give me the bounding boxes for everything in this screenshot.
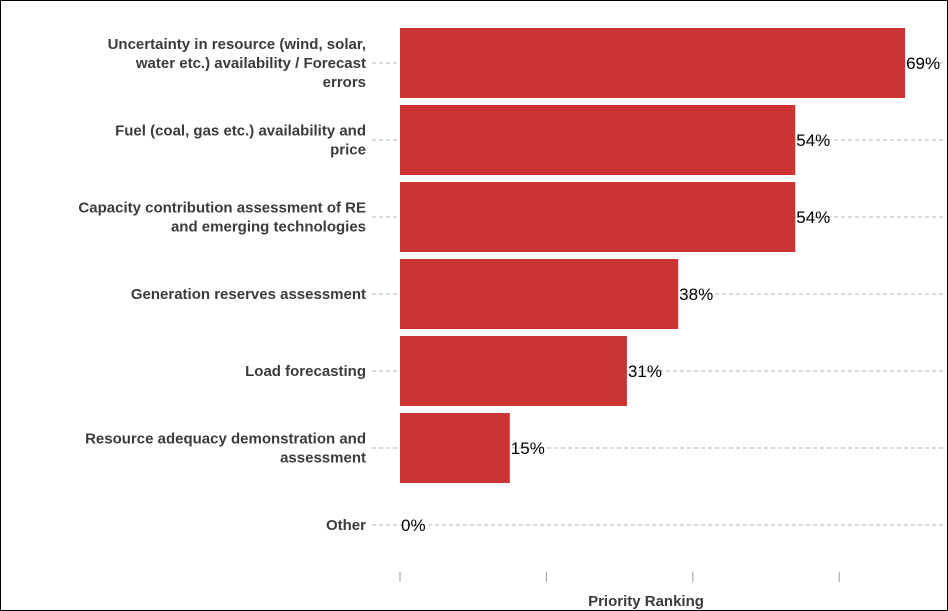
category-label-line: assessment	[280, 450, 366, 467]
category-label-line: Load forecasting	[245, 363, 366, 380]
category-label-line: water etc.) availability / Forecast	[135, 55, 366, 72]
category-label-line: Other	[326, 517, 366, 534]
category-label-line: Capacity contribution assessment of RE	[78, 200, 366, 217]
value-label: 69%	[906, 54, 940, 73]
x-axis-ticks	[399, 572, 840, 582]
bar	[400, 259, 679, 329]
category-label-line: Generation reserves assessment	[131, 286, 366, 303]
category-label: Generation reserves assessment	[131, 286, 366, 303]
value-label: 31%	[628, 362, 662, 381]
value-label: 0%	[401, 516, 426, 535]
category-label: Resource adequacy demonstration and asses…	[85, 431, 366, 467]
category-label-line: Resource adequacy demonstration and	[85, 431, 366, 448]
category-labels: Uncertainty in resource (wind, solar, wat…	[78, 36, 366, 534]
category-label: Capacity contribution assessment of RE an…	[78, 200, 366, 236]
category-label: Fuel (coal, gas etc.) availability and pr…	[115, 123, 366, 159]
bar	[400, 182, 796, 252]
category-label-line: price	[330, 142, 366, 159]
category-label-line: Fuel (coal, gas etc.) availability and	[115, 123, 366, 140]
value-label: 15%	[511, 439, 545, 458]
bar	[400, 413, 510, 483]
category-label-line: errors	[323, 74, 366, 91]
value-label: 54%	[796, 208, 830, 227]
category-label: Other	[326, 517, 366, 534]
value-label: 38%	[679, 285, 713, 304]
value-label: 54%	[796, 131, 830, 150]
bar	[400, 336, 627, 406]
category-label-line: and emerging technologies	[171, 219, 366, 236]
bar	[400, 105, 796, 175]
category-label: Load forecasting	[245, 363, 366, 380]
x-axis-title: Priority Ranking	[588, 593, 704, 610]
value-labels: 69% 54% 54% 38% 31% 15% 0%	[401, 54, 940, 535]
bar	[400, 28, 906, 98]
bars	[400, 28, 906, 483]
category-label: Uncertainty in resource (wind, solar, wat…	[108, 36, 366, 91]
category-label-line: Uncertainty in resource (wind, solar,	[108, 36, 366, 53]
